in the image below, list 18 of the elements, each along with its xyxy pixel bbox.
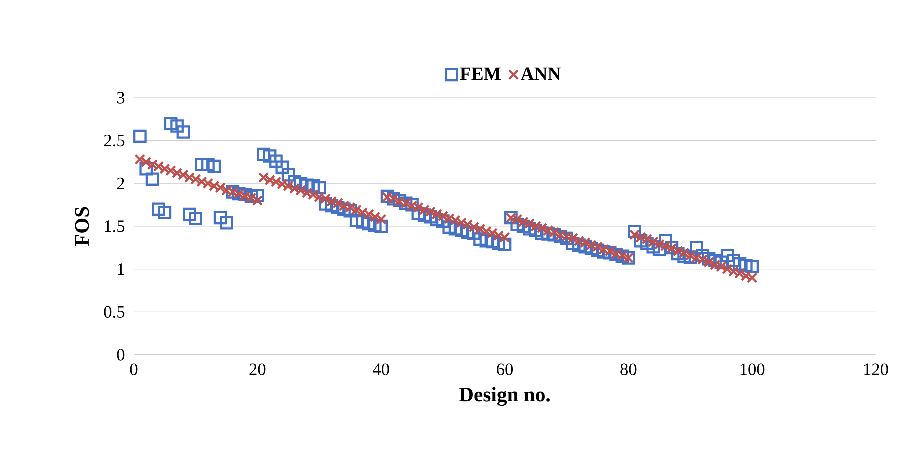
x-tick-label: 80 (620, 364, 637, 376)
y-tick-label: 2.5 (104, 134, 125, 147)
y-axis-title: FOS (75, 207, 90, 246)
y-tick-label: 3 (117, 92, 125, 104)
y-tick-label: 2 (117, 178, 124, 190)
x-tick-label: 120 (864, 364, 888, 376)
x-axis-title: Design no. (459, 387, 550, 406)
y-tick-label: 1 (118, 264, 124, 276)
x-tick-label: 60 (497, 364, 514, 376)
x-tick-label: 100 (740, 364, 765, 376)
x-tick-label: 0 (130, 364, 138, 376)
y-tick-label: 0.5 (104, 306, 125, 318)
x-tick-label: 20 (250, 364, 266, 376)
y-tick-label: 1.5 (105, 220, 125, 232)
legend-label: FEM (460, 68, 501, 80)
x-tick-label: 40 (373, 364, 390, 376)
y-tick-label: 0 (117, 349, 125, 361)
legend-label: ANN (520, 68, 561, 80)
